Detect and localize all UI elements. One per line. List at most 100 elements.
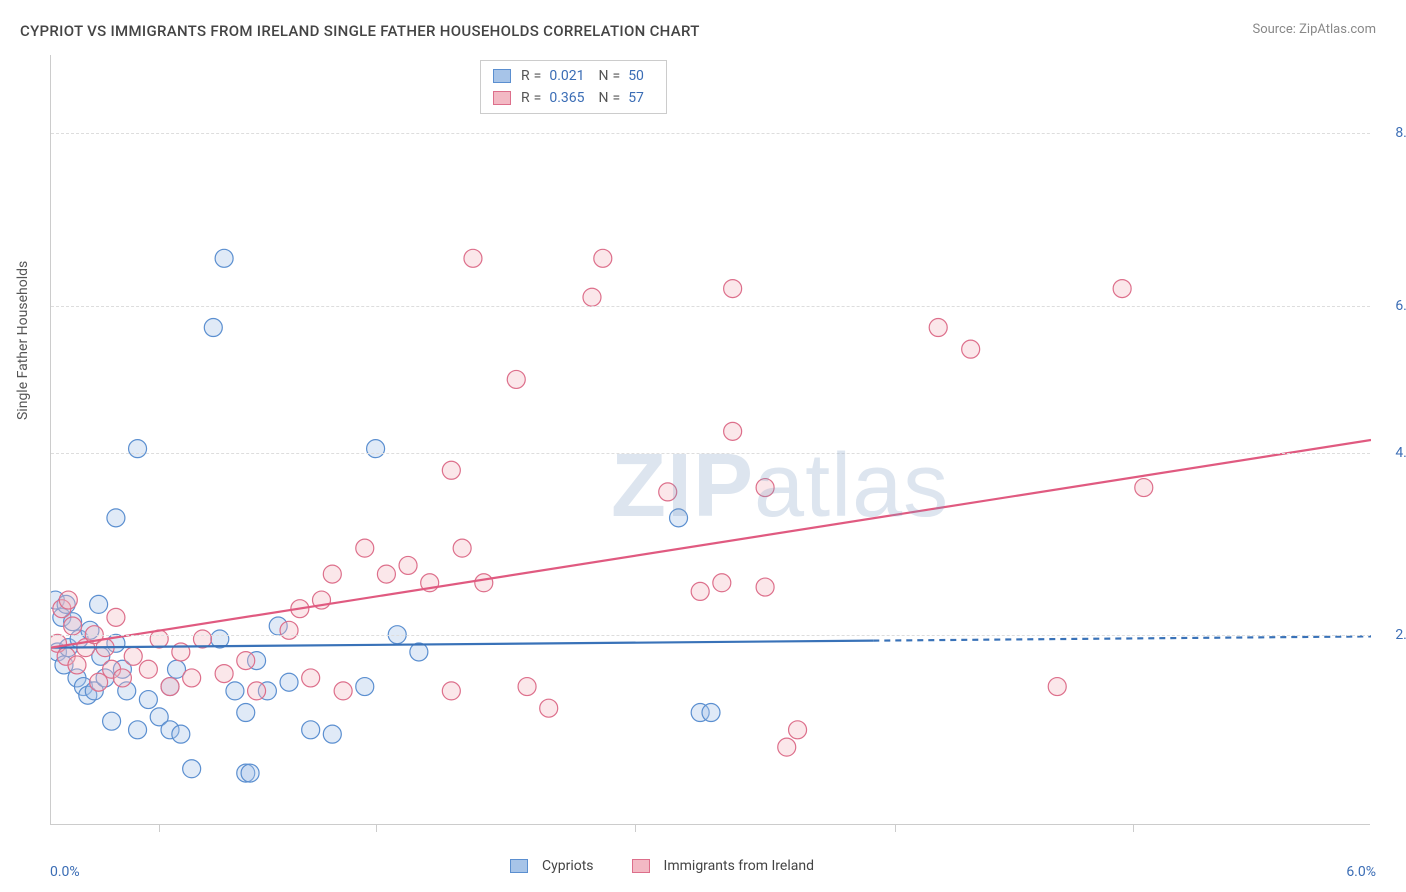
data-point [64,617,82,635]
data-point [139,691,157,709]
data-point [90,595,108,613]
source-attribution: Source: ZipAtlas.com [1252,22,1376,37]
data-point [113,669,131,687]
n-label: N [599,87,609,109]
x-tick [1133,824,1134,832]
data-point [103,712,121,730]
x-axis-max-label: 6.0% [1346,864,1376,880]
data-point [507,370,525,388]
legend-swatch [493,91,511,105]
legend-swatch [510,859,528,873]
data-point [1113,280,1131,298]
data-point [323,725,341,743]
n-label: N [599,65,609,87]
gridline-h [51,306,1370,307]
data-point [302,669,320,687]
data-point [107,509,125,527]
data-point [129,721,147,739]
data-point [215,249,233,267]
y-tick-label: 6.0% [1395,298,1406,314]
data-point [248,682,266,700]
data-point [129,440,147,458]
data-point [399,556,417,574]
n-value: 57 [628,87,644,109]
data-point [172,725,190,743]
legend-row: R = 0.021 N = 50 [493,65,654,87]
data-point [464,249,482,267]
data-point [540,699,558,717]
data-point [583,288,601,306]
data-point [789,721,807,739]
watermark-bold: ZIP [611,436,754,536]
watermark-rest: atlas [754,436,949,536]
data-point [334,682,352,700]
gridline-h [51,133,1370,134]
data-point [237,652,255,670]
data-point [377,565,395,583]
data-point [323,565,341,583]
gridline-h [51,635,1370,636]
r-label: R [521,65,530,87]
x-tick [635,824,636,832]
data-point [183,760,201,778]
data-point [183,669,201,687]
data-point [442,682,460,700]
data-point [356,539,374,557]
data-point [237,704,255,722]
data-point [713,574,731,592]
trend-line [51,641,873,648]
data-point [724,280,742,298]
data-point [302,721,320,739]
data-point [241,764,259,782]
data-point [453,539,471,557]
data-point [356,678,374,696]
chart-title: CYPRIOT VS IMMIGRANTS FROM IRELAND SINGL… [20,22,700,40]
trend-line-dashed [873,636,1371,640]
data-point [594,249,612,267]
equals: = [613,65,621,87]
legend-swatch [493,69,511,83]
r-label: R [521,87,530,109]
data-point [1135,479,1153,497]
data-point [756,578,774,596]
data-point [68,656,86,674]
x-tick [159,824,160,832]
x-tick [895,824,896,832]
data-point [691,582,709,600]
data-point [161,678,179,696]
data-point [107,608,125,626]
r-value: 0.021 [549,65,584,87]
data-point [139,660,157,678]
y-tick-label: 8.0% [1395,125,1406,141]
legend-swatch [632,859,650,873]
legend-label: Immigrants from Ireland [664,858,814,874]
data-point [204,319,222,337]
data-point [215,665,233,683]
plot-area: ZIPatlas 2.0%4.0%6.0%8.0% [50,55,1370,825]
correlation-legend: R = 0.021 N = 50 R = 0.365 N = 57 [480,60,667,114]
equals: = [613,87,621,109]
data-point [518,678,536,696]
data-point [929,319,947,337]
data-point [280,621,298,639]
n-value: 50 [628,65,644,87]
data-point [442,461,460,479]
data-point [962,340,980,358]
data-point [367,440,385,458]
data-point [778,738,796,756]
r-value: 0.365 [549,87,584,109]
equals: = [534,65,542,87]
data-point [475,574,493,592]
data-point [226,682,244,700]
data-point [124,647,142,665]
legend-label: Cypriots [542,858,594,874]
equals: = [534,87,542,109]
y-tick-label: 2.0% [1395,627,1406,643]
data-point [702,704,720,722]
y-axis-label: Single Father Households [15,261,31,420]
data-point [59,591,77,609]
series-legend: Cypriots Immigrants from Ireland [510,858,844,874]
x-tick [376,824,377,832]
data-point [410,643,428,661]
x-axis-min-label: 0.0% [50,864,80,880]
